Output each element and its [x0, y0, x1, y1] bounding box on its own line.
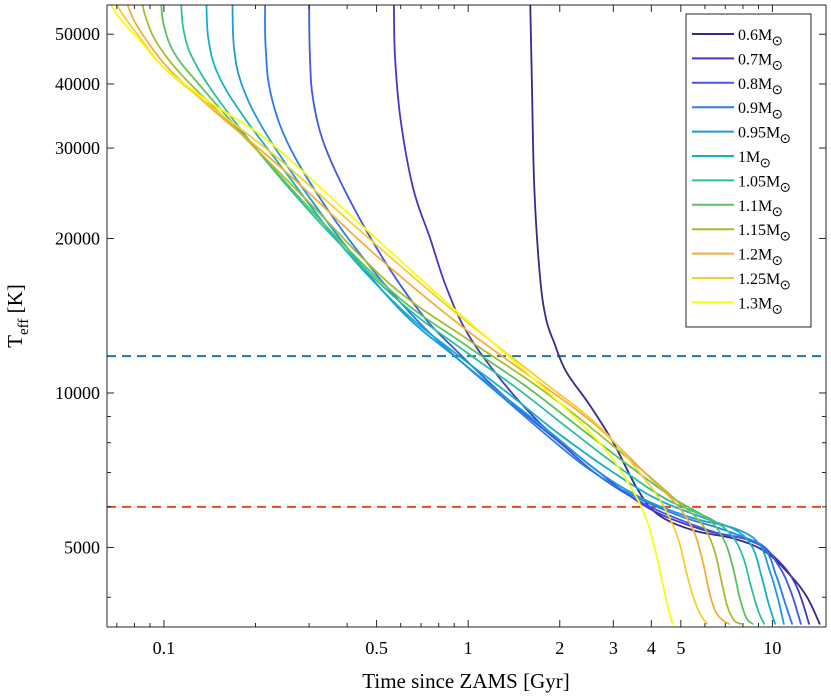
y-axis-title: Teff [K]: [3, 284, 32, 348]
solar-mass-symbol-dot: [776, 64, 779, 67]
series-line-1: [205, 5, 776, 625]
series-line-1-15: [141, 5, 743, 625]
x-tick-label: 2: [555, 638, 564, 658]
solar-mass-symbol: [772, 207, 782, 217]
solar-mass-symbol: [772, 85, 782, 95]
x-tick-label: 3: [609, 638, 618, 658]
x-tick-label: 0.1: [153, 638, 176, 658]
y-tick-label: 40000: [55, 74, 100, 94]
solar-mass-symbol-dot: [776, 259, 779, 262]
solar-mass-symbol-dot: [776, 88, 779, 91]
legend-label-0-8: 0.8M: [738, 76, 772, 93]
legend-label-1-15: 1.15M: [738, 222, 780, 239]
legend-label-1-2: 1.2M: [738, 247, 772, 264]
solar-mass-symbol-dot: [776, 113, 779, 116]
solar-mass-symbol: [772, 109, 782, 119]
x-tick-label: 1: [464, 638, 473, 658]
series-line-1-1: [160, 5, 754, 625]
solar-mass-symbol-dot: [776, 210, 779, 213]
y-axis-title-sub: eff: [16, 319, 32, 335]
solar-mass-symbol-dot: [764, 162, 767, 164]
solar-mass-symbol: [780, 280, 790, 290]
legend-label-0-9: 0.9M: [738, 100, 772, 117]
solar-mass-symbol: [772, 60, 782, 70]
x-tick-label: 4: [647, 638, 656, 658]
y-tick-label: 5000: [64, 537, 100, 557]
series-line-1-3: [110, 5, 674, 625]
x-axis-title: Time since ZAMS [Gyr]: [362, 669, 569, 693]
solar-mass-symbol-dot: [784, 284, 787, 286]
x-tick-label: 0.5: [365, 638, 388, 658]
legend-label-1-05: 1.05M: [738, 173, 780, 190]
y-tick-label: 30000: [55, 138, 100, 158]
y-tick-label: 50000: [55, 24, 100, 44]
solar-mass-symbol-dot: [784, 186, 787, 189]
legend-box: [685, 13, 812, 328]
series-line-0-9: [264, 5, 793, 625]
series-line-1-05: [180, 5, 766, 625]
legend-label-1-25: 1.25M: [738, 271, 780, 288]
solar-mass-symbol: [772, 256, 782, 266]
y-tick-label: 10000: [55, 383, 100, 403]
y-tick-label: 20000: [55, 228, 100, 248]
y-axis-title-unit: [K]: [3, 284, 27, 318]
legend-label-1: 1M: [738, 149, 760, 166]
series-group: [110, 5, 821, 625]
solar-mass-symbol: [772, 304, 782, 314]
solar-mass-symbol-dot: [784, 137, 787, 140]
legend-label-0-6: 0.6M: [738, 27, 772, 44]
legend-label-0-7: 0.7M: [738, 51, 772, 68]
solar-mass-symbol: [772, 36, 782, 46]
solar-mass-symbol-dot: [784, 235, 787, 238]
solar-mass-symbol: [760, 158, 770, 168]
series-line-0-95: [231, 5, 785, 625]
x-ticks: 0.1 0.5 1 2 3 4 5 10: [116, 5, 781, 658]
solar-mass-symbol: [780, 134, 790, 144]
solar-mass-symbol-dot: [776, 40, 779, 42]
solar-mass-symbol: [780, 231, 790, 241]
solar-mass-symbol-dot: [776, 308, 779, 311]
legend: 0.6M 0.7M 0.8M 0.9M 0.95M 1M 1.05M 1.1M 1.15M 1.2…: [685, 13, 812, 328]
legend-label-1-3: 1.3M: [738, 295, 772, 312]
solar-mass-symbol: [780, 182, 790, 192]
series-line-0-6: [529, 5, 821, 625]
x-tick-label: 5: [676, 638, 685, 658]
legend-label-0-95: 0.95M: [738, 125, 780, 142]
y-ticks: 5000 10000 20000 30000 40000 50000: [55, 24, 826, 598]
x-tick-label: 10: [763, 638, 781, 658]
axes-frame: [106, 4, 827, 628]
y-axis-title-main: T: [3, 335, 27, 348]
legend-label-1-1: 1.1M: [738, 198, 772, 215]
